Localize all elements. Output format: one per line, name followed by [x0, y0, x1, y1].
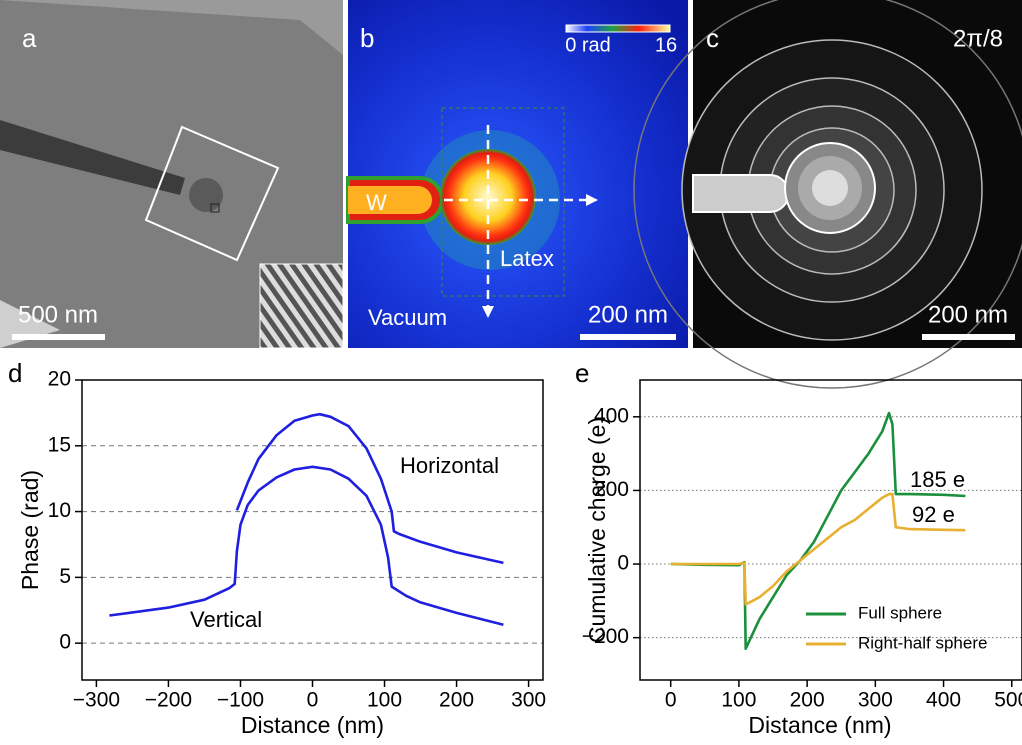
y-tick-label: 400	[594, 404, 629, 427]
scale-bar-label: 200 nm	[588, 301, 668, 328]
annotation: 92 e	[912, 502, 955, 527]
contour-label: 2π/8	[953, 25, 1003, 52]
x-tick-label: −100	[217, 689, 264, 712]
x-tick-label: −300	[73, 689, 120, 712]
scale-bar-label: 500 nm	[18, 301, 98, 328]
x-tick-label: 0	[307, 689, 319, 712]
x-tick-label: 400	[926, 689, 961, 712]
panel-c	[633, 0, 1022, 389]
panel-label: b	[360, 23, 374, 53]
x-tick-label: 200	[790, 689, 825, 712]
plot-frame	[81, 379, 544, 681]
annotation: Vertical	[190, 607, 262, 632]
x-axis-label: Distance (nm)	[748, 712, 891, 738]
panel-label: d	[8, 358, 22, 388]
legend-label: Right-half sphere	[858, 633, 987, 652]
y-tick-label: 10	[48, 499, 71, 522]
label: Vacuum	[368, 305, 447, 330]
y-tick-label: −200	[582, 625, 629, 648]
label: W	[366, 190, 387, 215]
legend-label: Full sphere	[858, 603, 942, 622]
y-tick-label: 5	[59, 565, 71, 588]
x-tick-label: 0	[665, 689, 677, 712]
panel-label: c	[706, 23, 719, 53]
panel-a	[0, 0, 343, 348]
y-axis-label: Cumulative charge (e)	[584, 417, 610, 643]
x-tick-label: 300	[511, 689, 546, 712]
series-line	[670, 492, 966, 606]
annotation: 185 e	[910, 467, 965, 492]
x-tick-label: 200	[439, 689, 474, 712]
y-tick-label: 20	[48, 368, 71, 391]
colorbar-max: 16	[655, 34, 677, 56]
y-tick-label: 0	[59, 631, 71, 654]
scale-bar-label: 200 nm	[928, 301, 1008, 328]
label: Latex	[500, 246, 554, 271]
panel-b	[346, 0, 688, 348]
colorbar-min: 0 rad	[565, 34, 611, 56]
series-line	[109, 465, 504, 626]
y-axis-label: Phase (rad)	[17, 470, 43, 590]
x-tick-label: 100	[367, 689, 402, 712]
y-tick-label: 0	[617, 552, 629, 575]
x-tick-label: 100	[721, 689, 756, 712]
series-line	[235, 412, 504, 565]
y-tick-label: 15	[48, 433, 71, 456]
panel-label: e	[575, 358, 589, 388]
plot-frame	[639, 379, 1022, 681]
x-axis-label: Distance (nm)	[241, 712, 384, 738]
panel-label: a	[22, 23, 37, 53]
x-tick-label: 300	[858, 689, 893, 712]
annotation: Horizontal	[400, 453, 499, 478]
y-tick-label: 200	[594, 478, 629, 501]
x-tick-label: −200	[145, 689, 192, 712]
x-tick-label: 500	[994, 689, 1022, 712]
